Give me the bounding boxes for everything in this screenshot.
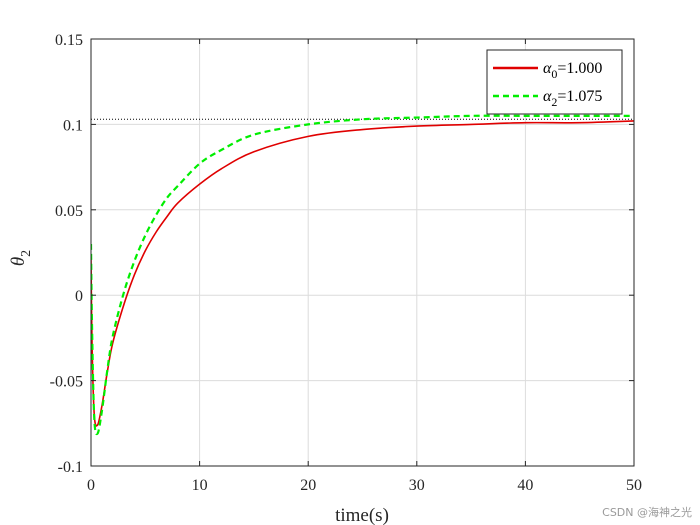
legend-label-1: α2=1.075: [543, 88, 602, 109]
y-axis-label-sub: 2: [19, 250, 34, 257]
series-line-0: [91, 120, 634, 427]
legend-box: [486, 49, 623, 115]
y-tick-label-1: -0.05: [50, 374, 83, 391]
x-tick-label-5: 50: [626, 477, 642, 494]
y-tick-label-0: -0.1: [58, 459, 83, 476]
x-tick-label-0: 0: [87, 477, 95, 494]
ticks: 0 10 20 30 40 50 -0.1 -0.05 0 0.05 0.1 0.15: [50, 32, 642, 494]
legend: α0=1.000 α2=1.075: [486, 49, 623, 115]
watermark: CSDN @海神之光: [602, 505, 692, 519]
y-axis-label: θ2: [8, 250, 34, 266]
series-line-1: [91, 114, 634, 436]
x-tick-label-3: 30: [409, 477, 425, 494]
y-tick-label-5: 0.15: [55, 32, 83, 49]
x-tick-label-1: 10: [192, 477, 208, 494]
series-layer: [91, 114, 634, 436]
x-tick-label-4: 40: [517, 477, 533, 494]
y-tick-label-3: 0.05: [55, 203, 83, 220]
legend-label-0: α0=1.000: [543, 60, 602, 81]
svg-text:θ2: θ2: [8, 250, 34, 266]
axes-frame: [90, 38, 635, 467]
y-axis-label-symbol: θ: [8, 257, 29, 266]
x-axis-label: time(s): [335, 505, 389, 525]
y-tick-label-2: 0: [75, 288, 83, 305]
x-tick-label-2: 20: [300, 477, 316, 494]
y-tick-label-4: 0.1: [63, 117, 83, 134]
